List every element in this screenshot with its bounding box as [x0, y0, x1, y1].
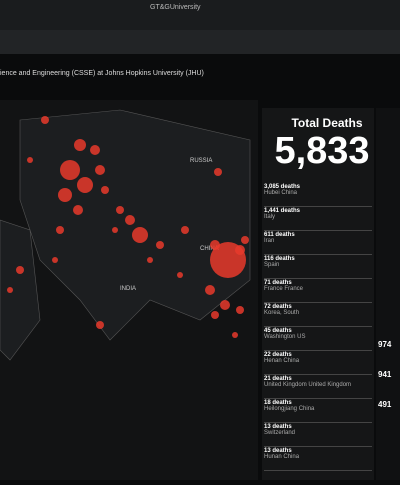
death-place: France France: [264, 286, 304, 292]
page-title: ience and Engineering (CSSE) at Johns Ho…: [0, 70, 204, 77]
browser-bar: [0, 30, 400, 54]
map-panel[interactable]: RUSSIA CHINA INDIA: [0, 100, 258, 480]
death-place: Henan China: [264, 358, 300, 364]
death-count: 13 deaths: [264, 448, 292, 454]
side-panel: [376, 108, 400, 480]
death-count: 116 deaths: [264, 256, 295, 262]
death-count: 3,085 deaths: [264, 184, 301, 190]
death-item[interactable]: 1,441 deaths Italy: [264, 208, 372, 231]
death-item[interactable]: 116 deaths Spain: [264, 256, 372, 279]
deaths-panel: [262, 108, 374, 480]
death-count: 13 deaths: [264, 424, 292, 430]
death-place: Switzerland: [264, 430, 296, 436]
death-item[interactable]: 18 deaths Heilongjiang China: [264, 400, 372, 423]
death-item[interactable]: 13 deaths Hunan China: [264, 448, 372, 471]
map-label: INDIA: [120, 286, 136, 292]
death-item[interactable]: 3,085 deaths Hubei China: [264, 184, 372, 207]
death-place: United Kingdom United Kingdom: [264, 382, 352, 388]
side-value: 941: [378, 370, 392, 379]
monitor-bezel: [0, 0, 400, 30]
death-count: 72 deaths: [264, 304, 292, 310]
death-count: 18 deaths: [264, 400, 292, 406]
death-count: 71 deaths: [264, 280, 292, 286]
map: RUSSIA CHINA INDIA: [0, 109, 251, 361]
death-place: Italy: [264, 214, 276, 220]
death-place: Heilongjiang China: [264, 406, 315, 412]
map-label: CHINA: [200, 246, 219, 252]
death-place: Spain: [264, 262, 280, 268]
case-dots: [7, 116, 249, 338]
death-count: 611 deaths: [264, 232, 295, 238]
map-label: RUSSIA: [190, 158, 212, 164]
death-place: Hubei China: [264, 190, 298, 196]
death-item[interactable]: 21 deaths United Kingdom United Kingdom: [264, 376, 372, 399]
panel-title: Total Deaths: [291, 116, 363, 130]
land: [0, 109, 251, 361]
death-place: Washington US: [264, 334, 306, 340]
death-item[interactable]: 72 deaths Korea, South: [264, 304, 372, 327]
death-item[interactable]: 22 deaths Henan China: [264, 352, 372, 375]
death-count: 1,441 deaths: [264, 208, 301, 214]
total-deaths: 5,833: [274, 130, 370, 172]
death-item[interactable]: 45 deaths Washington US: [264, 328, 372, 351]
death-place: Korea, South: [264, 310, 300, 316]
death-item[interactable]: 611 deaths Iran: [264, 232, 372, 255]
death-count: 21 deaths: [264, 376, 292, 382]
death-count: 45 deaths: [264, 328, 292, 334]
death-place: Iran: [264, 238, 275, 244]
death-count: 22 deaths: [264, 352, 292, 358]
death-place: Hunan China: [264, 454, 300, 460]
death-item[interactable]: 71 deaths France France: [264, 280, 372, 303]
side-value: 491: [378, 400, 392, 409]
tab-label[interactable]: GT&GUniversity: [150, 4, 201, 11]
side-value: 974: [378, 340, 392, 349]
death-item[interactable]: 13 deaths Switzerland: [264, 424, 372, 447]
